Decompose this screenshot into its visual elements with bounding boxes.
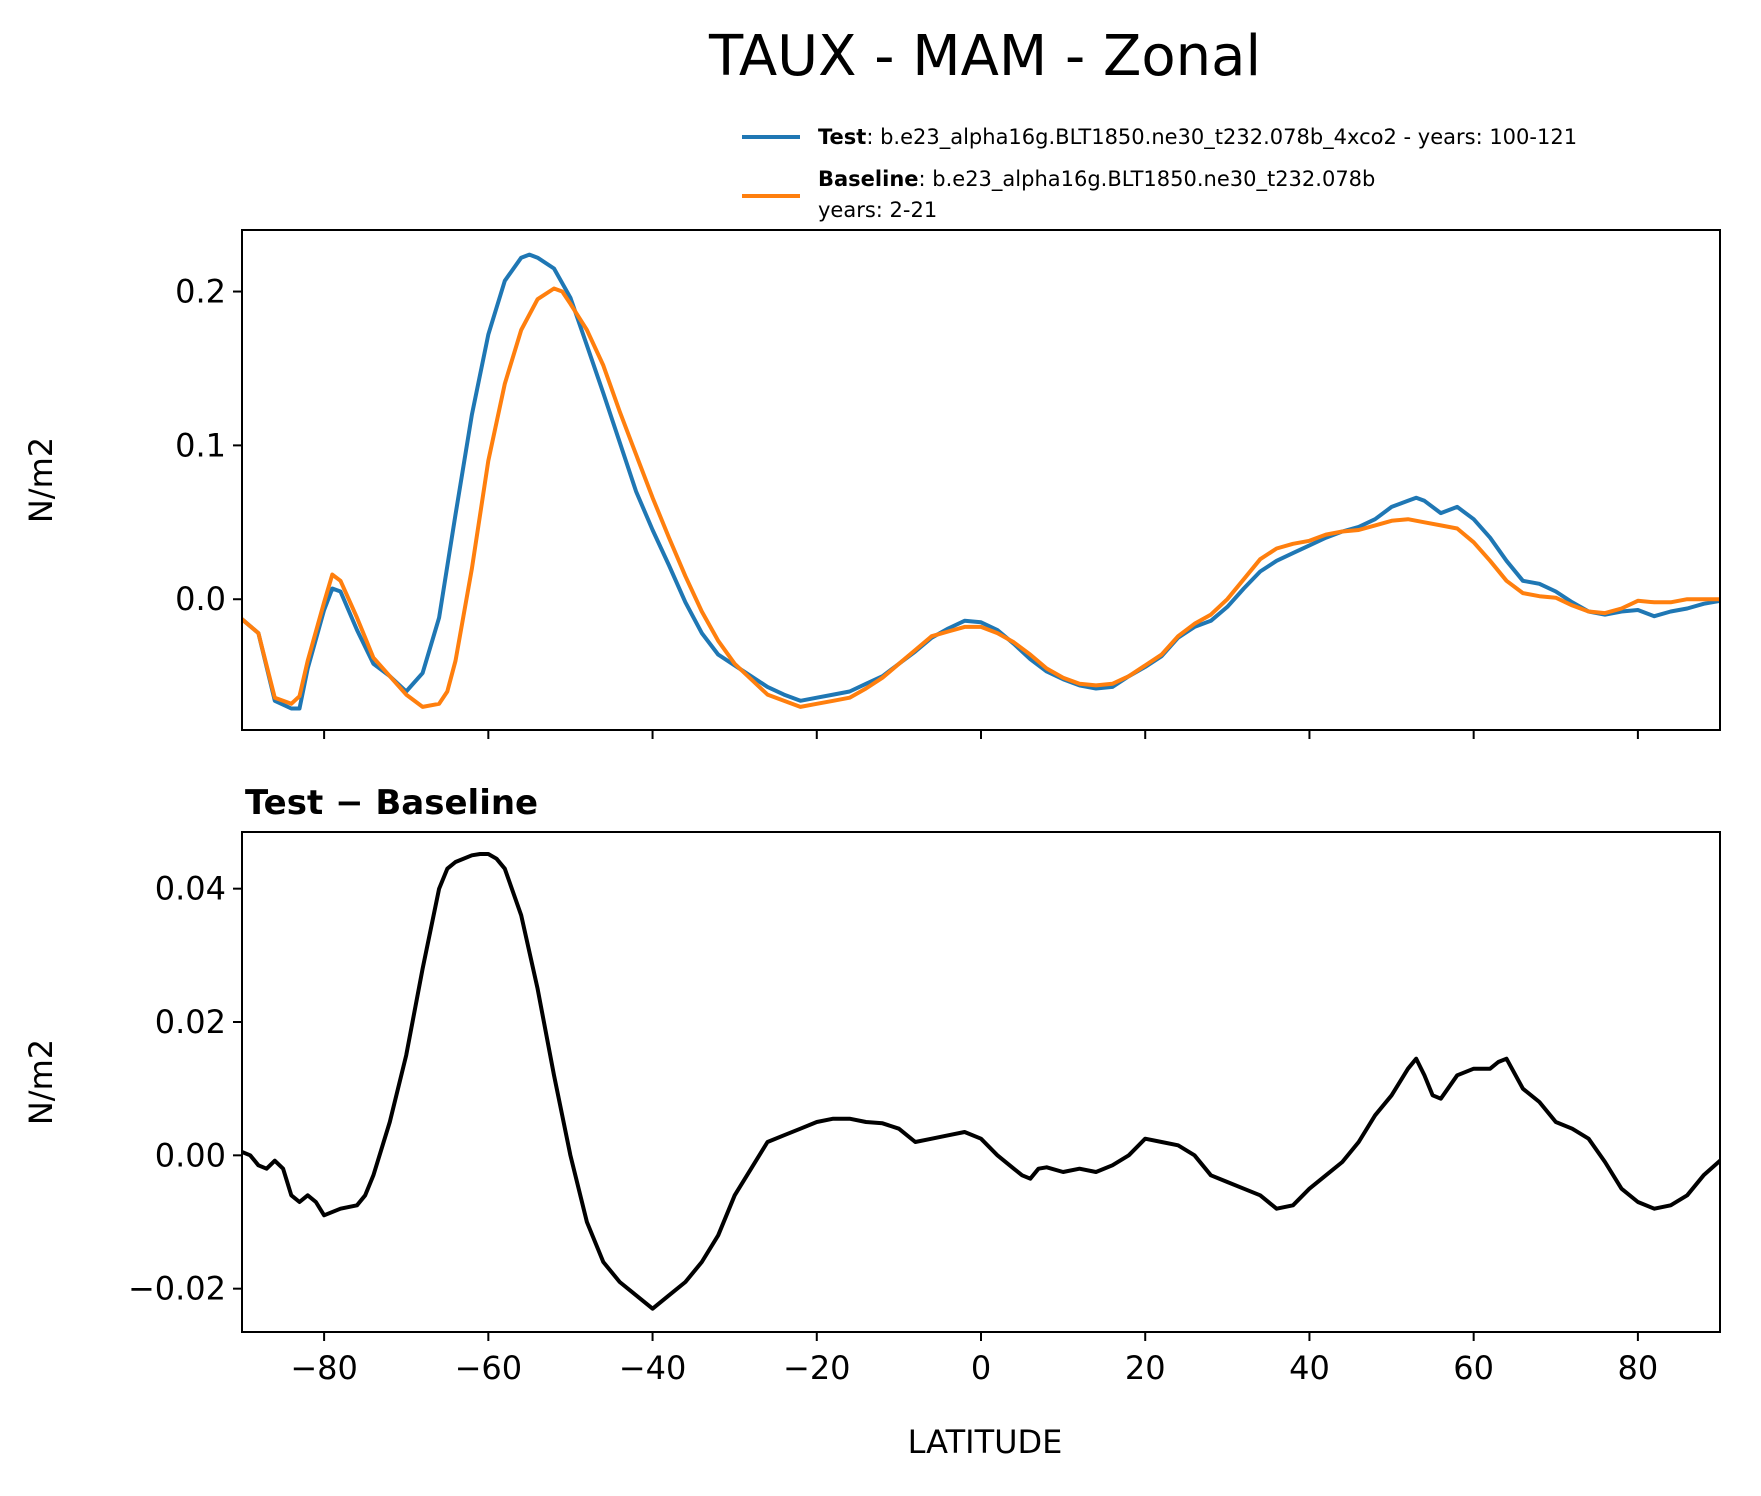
x-tick-label: 0 [971,1349,991,1387]
x-tick-label: −60 [455,1349,523,1387]
x-tick-label: 20 [1125,1349,1166,1387]
legend-baseline-text-line1: : b.e23_alpha16g.BLT1850.ne30_t232.078b [919,167,1376,192]
x-tick-label: 40 [1289,1349,1330,1387]
top-axes-frame [241,229,1721,731]
legend-test-text: : b.e23_alpha16g.BLT1850.ne30_t232.078b_… [866,125,1577,150]
top-series-group [242,252,1720,711]
x-tick-label: −40 [619,1349,687,1387]
bottom-y-ticks: −0.02 0.00 0.02 0.04 [128,870,242,1308]
top-series-baseline-line [242,286,1720,709]
top-y-ticks: 0.0 0.1 0.2 [175,273,242,618]
top-y-tick-label: 0.2 [175,273,226,311]
diff-panel-title: Test − Baseline [245,783,538,823]
top-y-axis-label: N/m2 [22,437,60,523]
bottom-y-axis-label: N/m2 [22,1039,60,1125]
top-x-ticks [323,730,1639,739]
top-y-tick-label: 0.1 [175,426,226,464]
legend: Test: b.e23_alpha16g.BLT1850.ne30_t232.0… [742,125,1577,222]
bot-y-tick-label: −0.02 [128,1270,226,1308]
legend-test-entry: Test: b.e23_alpha16g.BLT1850.ne30_t232.0… [818,125,1577,150]
x-tick-label: 80 [1618,1349,1659,1387]
top-series-test-line [242,252,1720,711]
bottom-series-group [242,852,1720,1311]
bottom-panel: Test − Baseline −0.02 0.00 0.02 0.04 −80 −60… [22,783,1721,1461]
x-tick-label: 60 [1453,1349,1494,1387]
legend-baseline-text-line2: years: 2-21 [818,198,937,222]
figure-title: TAUX - MAM - Zonal [708,24,1261,89]
x-tick-label: −20 [783,1349,851,1387]
top-y-tick-label: 0.0 [175,580,226,618]
legend-baseline-entry: Baseline: b.e23_alpha16g.BLT1850.ne30_t2… [818,167,1375,192]
bot-series-0-line [242,852,1720,1311]
x-tick-label: −80 [290,1349,358,1387]
bot-y-tick-label: 0.02 [155,1003,226,1041]
bot-y-tick-label: 0.04 [155,870,226,908]
legend-test-label: Test [818,125,866,149]
legend-baseline-label: Baseline [818,167,919,191]
bottom-x-ticks: −80 −60 −40 −20 0 20 40 60 80 [290,1332,1658,1387]
top-panel: 0.0 0.1 0.2 N/m2 [22,229,1721,739]
bot-y-tick-label: 0.00 [155,1136,226,1174]
x-axis-label: LATITUDE [908,1423,1063,1461]
bottom-axes-frame [241,831,1721,1333]
